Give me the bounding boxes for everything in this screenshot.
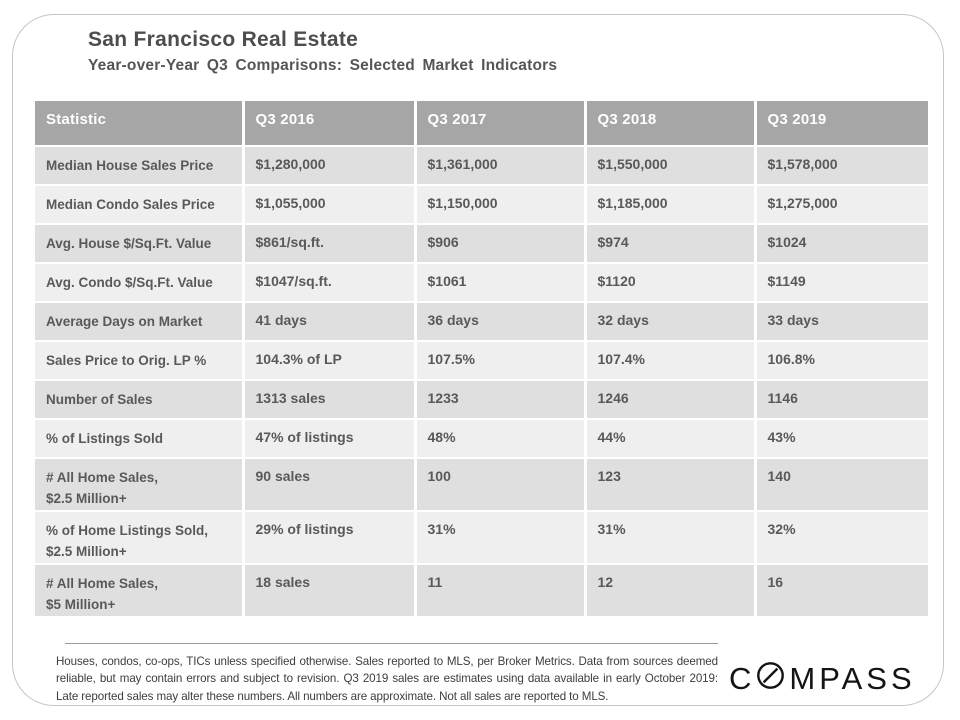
row-value: 1146 (755, 380, 928, 420)
row-value: 16 (755, 563, 928, 618)
compass-logo: C MPASS (729, 659, 916, 697)
row-value: $1061 (415, 263, 587, 303)
row-value: 1233 (415, 380, 587, 420)
row-label: # All Home Sales, $2.5 Million+ (35, 458, 245, 512)
table-row: Avg. House $/Sq.Ft. Value $861/sq.ft. $906… (35, 224, 928, 264)
row-label: Median Condo Sales Price (35, 185, 245, 225)
column-header-statistic: Statistic (35, 101, 245, 147)
row-value: 47% of listings (243, 419, 417, 459)
row-label: Avg. House $/Sq.Ft. Value (35, 224, 245, 264)
disclaimer-text: Houses, condos, co-ops, TICs unless spec… (56, 655, 718, 703)
row-value: $974 (585, 224, 757, 264)
row-value: $1,150,000 (415, 185, 587, 225)
row-label: Average Days on Market (35, 302, 245, 342)
row-label: Number of Sales (35, 380, 245, 420)
row-value: 18 sales (243, 563, 417, 618)
row-label: Sales Price to Orig. LP % (35, 341, 245, 381)
market-indicators-table: Statistic Q3 2016 Q3 2017 Q3 2018 Q3 2019 Me… (35, 101, 928, 618)
row-value: 100 (415, 458, 587, 512)
row-value: $1,275,000 (755, 185, 928, 225)
page-subtitle: Year-over-Year Q3 Comparisons: Selected … (88, 57, 558, 74)
row-value: 140 (755, 458, 928, 512)
table-row: Average Days on Market 41 days 36 days 32 d… (35, 302, 928, 342)
row-value: $1024 (755, 224, 928, 264)
table-row: Number of Sales 1313 sales 1233 1246 1146 (35, 380, 928, 420)
row-value: $861/sq.ft. (243, 224, 417, 264)
table-head-row: Statistic Q3 2016 Q3 2017 Q3 2018 Q3 2019 (35, 101, 928, 147)
table-row: # All Home Sales, $5 Million+ 18 sales 11 1… (35, 563, 928, 618)
row-value: 43% (755, 419, 928, 459)
row-value: 29% of listings (243, 510, 417, 565)
row-value: 1313 sales (243, 380, 417, 420)
row-value: 48% (415, 419, 587, 459)
row-value: $1,185,000 (585, 185, 757, 225)
column-header-q3-2017: Q3 2017 (415, 101, 587, 147)
row-value: 11 (415, 563, 587, 618)
row-value: $1,361,000 (415, 146, 587, 186)
table-row: # All Home Sales, $2.5 Million+ 90 sales 1… (35, 458, 928, 512)
row-value: 107.4% (585, 341, 757, 381)
column-header-q3-2018: Q3 2018 (585, 101, 757, 147)
row-value: $1047/sq.ft. (243, 263, 417, 303)
row-value: $1149 (755, 263, 928, 303)
row-label: % of Home Listings Sold, $2.5 Million+ (35, 510, 245, 565)
table-row: Median House Sales Price $1,280,000 $1,361… (35, 146, 928, 186)
data-table: Statistic Q3 2016 Q3 2017 Q3 2018 Q3 2019 Me… (35, 101, 928, 618)
logo-letter-c: C (729, 660, 756, 696)
table-row: % of Listings Sold 47% of listings 48% 44% 4… (35, 419, 928, 459)
row-value: 123 (585, 458, 757, 512)
row-value: 41 days (243, 302, 417, 342)
row-value: $1120 (585, 263, 757, 303)
logo-letters-mpass: MPASS (789, 660, 916, 696)
table-body: Median House Sales Price $1,280,000 $1,361… (35, 146, 928, 618)
row-value: $906 (415, 224, 587, 264)
row-value: 32 days (585, 302, 757, 342)
row-value: 31% (585, 510, 757, 565)
table-row: Median Condo Sales Price $1,055,000 $1,150… (35, 185, 928, 225)
page-title: San Francisco Real Estate (88, 28, 359, 51)
row-value: 33 days (755, 302, 928, 342)
row-value: 1246 (585, 380, 757, 420)
row-label: # All Home Sales, $5 Million+ (35, 563, 245, 618)
row-value: 90 sales (243, 458, 417, 512)
column-header-q3-2016: Q3 2016 (243, 101, 417, 147)
row-value: 31% (415, 510, 587, 565)
footer-divider-line (65, 643, 718, 644)
table-row: % of Home Listings Sold, $2.5 Million+ 29… (35, 510, 928, 565)
row-value: 107.5% (415, 341, 587, 381)
row-value: $1,280,000 (243, 146, 417, 186)
row-value: $1,550,000 (585, 146, 757, 186)
row-value: 44% (585, 419, 757, 459)
row-label: Median House Sales Price (35, 146, 245, 186)
row-value: 104.3% of LP (243, 341, 417, 381)
title-block: San Francisco Real Estate Year-over-Year… (88, 28, 557, 75)
row-label: % of Listings Sold (35, 419, 245, 459)
row-label: Avg. Condo $/Sq.Ft. Value (35, 263, 245, 303)
row-value: 12 (585, 563, 757, 618)
table-row: Avg. Condo $/Sq.Ft. Value $1047/sq.ft. $10… (35, 263, 928, 303)
row-value: 36 days (415, 302, 587, 342)
row-value: $1,055,000 (243, 185, 417, 225)
row-value: $1,578,000 (755, 146, 928, 186)
compass-needle-o-icon (756, 661, 785, 695)
column-header-q3-2019: Q3 2019 (755, 101, 928, 147)
row-value: 32% (755, 510, 928, 565)
row-value: 106.8% (755, 341, 928, 381)
table-row: Sales Price to Orig. LP % 104.3% of LP 107… (35, 341, 928, 381)
